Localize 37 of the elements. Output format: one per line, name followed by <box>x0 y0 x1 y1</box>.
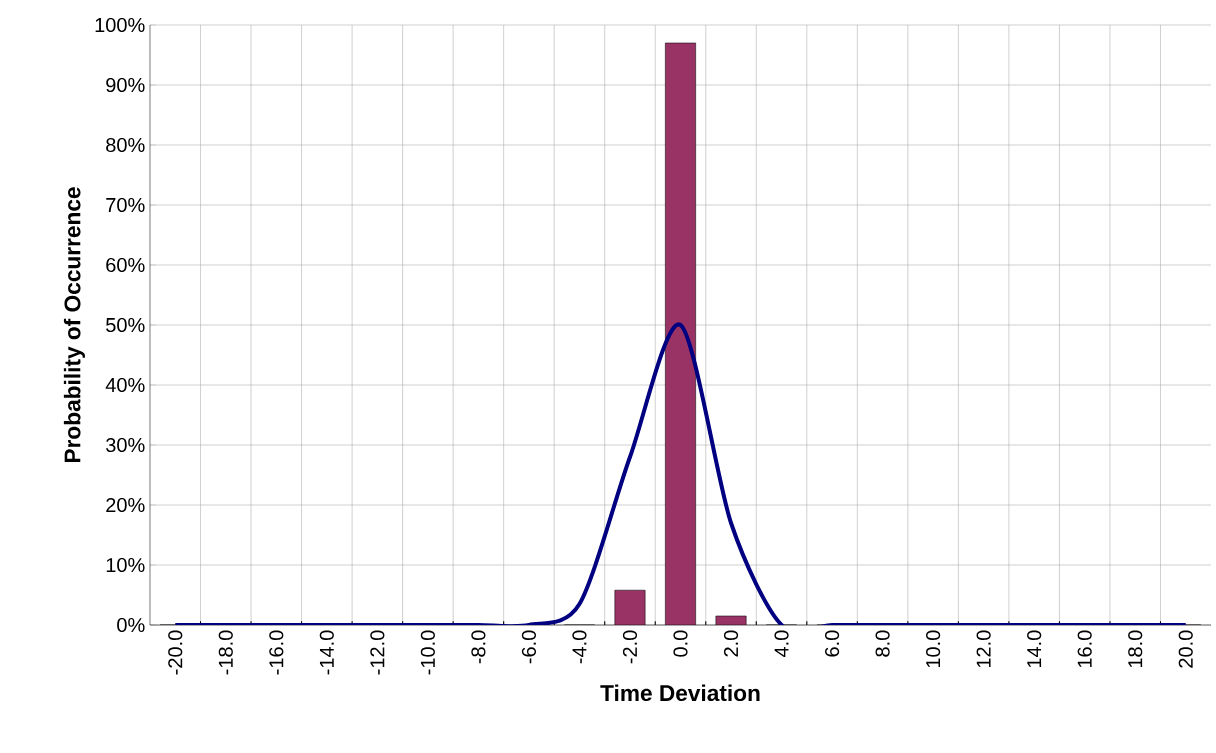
x-tick-label: -16.0 <box>269 630 284 675</box>
x-tick-label: 14.0 <box>1027 630 1042 668</box>
line-series <box>173 322 1188 625</box>
bar <box>665 42 696 625</box>
x-tick-label: -8.0 <box>471 630 486 664</box>
x-tick-label: 16.0 <box>1077 630 1092 668</box>
x-tick-label: -18.0 <box>218 630 233 675</box>
x-tick-label: 12.0 <box>976 630 991 668</box>
x-tick-label: 8.0 <box>875 630 890 657</box>
x-tick-label: 10.0 <box>926 630 941 668</box>
x-tick-label: -12.0 <box>370 630 385 675</box>
x-tick-label: -20.0 <box>168 630 183 675</box>
y-tick-label: 100% <box>95 17 145 33</box>
bar <box>614 590 646 625</box>
x-tick-label: -10.0 <box>420 630 435 675</box>
x-axis-title: Time Deviation <box>600 684 760 702</box>
x-tick-label: -14.0 <box>319 630 334 675</box>
y-tick-label: 40% <box>105 377 145 393</box>
y-tick-label: 90% <box>106 77 145 93</box>
x-tick-label: -6.0 <box>521 630 537 664</box>
x-tick-label: 4.0 <box>774 630 789 658</box>
x-tick-label: 20.0 <box>1178 630 1193 668</box>
y-tick-label: 50% <box>106 317 145 333</box>
x-tick-label: -2.0 <box>622 630 638 664</box>
x-tick-label: 0.0 <box>673 630 688 657</box>
y-tick-label: 70% <box>106 197 145 213</box>
y-tick-label: 10% <box>106 557 145 573</box>
y-tick-label: 30% <box>106 437 145 453</box>
x-tick-label: 18.0 <box>1128 630 1143 668</box>
x-tick-label: -4.0 <box>572 630 587 664</box>
y-tick-label: 60% <box>106 257 145 273</box>
x-tick-label: 6.0 <box>825 630 840 657</box>
y-tick-label: 0% <box>117 617 145 633</box>
y-tick-label: 80% <box>106 137 145 153</box>
y-tick-label: 20% <box>106 497 145 513</box>
y-axis-title: Probability of Occurrence <box>63 187 85 463</box>
x-tick-label: 2.0 <box>723 630 739 657</box>
